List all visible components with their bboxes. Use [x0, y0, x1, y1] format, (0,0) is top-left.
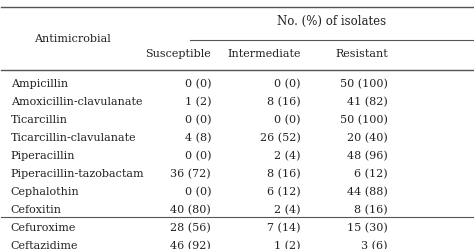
Text: 6 (12): 6 (12): [267, 187, 301, 197]
Text: 7 (14): 7 (14): [267, 223, 301, 233]
Text: Cefuroxime: Cefuroxime: [11, 223, 76, 233]
Text: 41 (82): 41 (82): [347, 97, 388, 108]
Text: 15 (30): 15 (30): [347, 223, 388, 233]
Text: Intermediate: Intermediate: [227, 49, 301, 59]
Text: 0 (0): 0 (0): [274, 115, 301, 125]
Text: Antimicrobial: Antimicrobial: [34, 34, 110, 44]
Text: Susceptible: Susceptible: [146, 49, 211, 59]
Text: 40 (80): 40 (80): [170, 205, 211, 215]
Text: 2 (4): 2 (4): [274, 205, 301, 215]
Text: 1 (2): 1 (2): [184, 97, 211, 108]
Text: 4 (8): 4 (8): [184, 133, 211, 143]
Text: No. (%) of isolates: No. (%) of isolates: [277, 14, 386, 28]
Text: 0 (0): 0 (0): [184, 115, 211, 125]
Text: 0 (0): 0 (0): [184, 79, 211, 90]
Text: 8 (16): 8 (16): [354, 205, 388, 215]
Text: Ticarcillin: Ticarcillin: [11, 115, 68, 125]
Text: 1 (2): 1 (2): [274, 241, 301, 249]
Text: 8 (16): 8 (16): [267, 169, 301, 179]
Text: 2 (4): 2 (4): [274, 151, 301, 161]
Text: 48 (96): 48 (96): [347, 151, 388, 161]
Text: 20 (40): 20 (40): [347, 133, 388, 143]
Text: 50 (100): 50 (100): [340, 115, 388, 125]
Text: 46 (92): 46 (92): [170, 241, 211, 249]
Text: 0 (0): 0 (0): [274, 79, 301, 90]
Text: 0 (0): 0 (0): [184, 151, 211, 161]
Text: 44 (88): 44 (88): [347, 187, 388, 197]
Text: Cephalothin: Cephalothin: [11, 187, 80, 197]
Text: Piperacillin: Piperacillin: [11, 151, 75, 161]
Text: 6 (12): 6 (12): [354, 169, 388, 179]
Text: Resistant: Resistant: [335, 49, 388, 59]
Text: Piperacillin-tazobactam: Piperacillin-tazobactam: [11, 169, 145, 179]
Text: Ampicillin: Ampicillin: [11, 79, 68, 89]
Text: 50 (100): 50 (100): [340, 79, 388, 90]
Text: 36 (72): 36 (72): [171, 169, 211, 179]
Text: Cefoxitin: Cefoxitin: [11, 205, 62, 215]
Text: Ceftazidime: Ceftazidime: [11, 241, 78, 249]
Text: 3 (6): 3 (6): [361, 241, 388, 249]
Text: Amoxicillin-clavulanate: Amoxicillin-clavulanate: [11, 97, 142, 107]
Text: 8 (16): 8 (16): [267, 97, 301, 108]
Text: Ticarcillin-clavulanate: Ticarcillin-clavulanate: [11, 133, 137, 143]
Text: 0 (0): 0 (0): [184, 187, 211, 197]
Text: 26 (52): 26 (52): [260, 133, 301, 143]
Text: 28 (56): 28 (56): [170, 223, 211, 233]
